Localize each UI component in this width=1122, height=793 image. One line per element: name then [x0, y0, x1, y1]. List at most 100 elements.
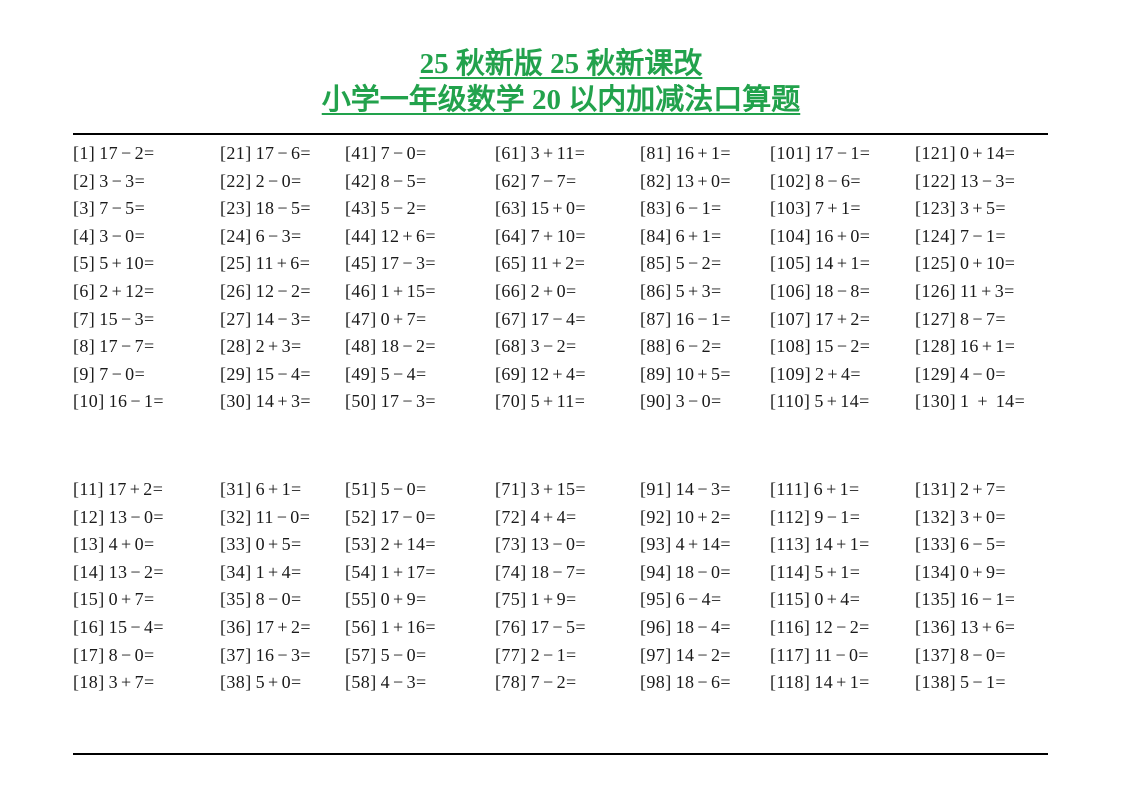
problem-132: [132] 3 +0=	[915, 504, 1048, 532]
minus-operator: −	[981, 589, 993, 610]
problem-101: [101] 17−1=	[770, 140, 915, 168]
problem-number: [94]	[640, 561, 672, 582]
problem-number: [56]	[345, 616, 377, 637]
problem-24: [24] 6−3=	[220, 223, 345, 251]
plus-operator: +	[826, 478, 837, 499]
problem-number: [54]	[345, 561, 377, 582]
problem-123: [123] 3 +5=	[915, 195, 1048, 223]
problem-22: [22] 2−0=	[220, 168, 345, 196]
problem-expression: 18−5=	[255, 198, 311, 219]
minus-operator: −	[121, 336, 132, 357]
plus-operator: +	[121, 534, 132, 555]
minus-operator: −	[393, 478, 404, 499]
problem-number: [131]	[915, 478, 956, 499]
minus-operator: −	[402, 336, 413, 357]
problem-number: [29]	[220, 363, 252, 384]
problem-33: [33] 0 +5=	[220, 531, 345, 559]
problem-expression: 18−6=	[675, 672, 731, 693]
problem-expression: 17−4=	[530, 308, 586, 329]
problem-42: [42] 8−5=	[345, 168, 495, 196]
minus-operator: −	[827, 170, 838, 191]
minus-operator: −	[835, 644, 847, 665]
problem-expression: 8−0=	[108, 644, 155, 665]
problem-number: [26]	[220, 280, 252, 301]
problem-number: [132]	[915, 506, 956, 527]
problem-section-top: [1] 17−2= [2] 3−3= [3] 7−5= [4] 3−0= [5] 5 +10= [6]…	[73, 140, 1048, 416]
problem-133: [133] 6−5=	[915, 531, 1048, 559]
problem-expression: 8−0=	[255, 589, 302, 610]
problem-number: [89]	[640, 363, 672, 384]
problem-number: [68]	[495, 336, 527, 357]
plus-operator: +	[826, 561, 838, 582]
minus-operator: −	[130, 391, 141, 412]
problem-74: [74] 18−7=	[495, 559, 640, 587]
plus-operator: +	[393, 561, 404, 582]
problem-55: [55] 0 +9=	[345, 586, 495, 614]
problem-column-5: [81] 16 +1= [82] 13 +0= [83] 6−1= [84] 6 +1= [85] 5−…	[640, 140, 770, 416]
plus-operator: +	[543, 478, 554, 499]
problem-expression: 3 +11=	[530, 143, 586, 163]
problem-61: [61] 3 +11=	[495, 140, 640, 168]
problem-number: [137]	[915, 644, 956, 665]
problem-32: [32] 11−0=	[220, 504, 345, 532]
problem-75: [75] 1 +9=	[495, 586, 640, 614]
problem-expression: 1 +15=	[380, 280, 436, 301]
problem-number: [37]	[220, 644, 252, 665]
minus-operator: −	[543, 644, 554, 665]
problem-expression: 5 +1=	[814, 561, 861, 582]
minus-operator: −	[552, 308, 563, 329]
plus-operator: +	[121, 672, 132, 693]
problem-expression: 16 +0=	[815, 225, 871, 246]
problem-expression: 14−3=	[255, 308, 311, 329]
problem-expression: 14 +1=	[814, 534, 870, 555]
worksheet: [1] 17−2= [2] 3−3= [3] 7−5= [4] 3−0= [5] 5 +10= [6]…	[73, 133, 1048, 755]
plus-operator: +	[552, 363, 563, 384]
problem-112: [112] 9−1=	[770, 504, 915, 532]
problem-number: [11]	[73, 478, 104, 499]
plus-operator: +	[836, 534, 847, 555]
plus-operator: +	[972, 198, 983, 219]
problem-number: [122]	[915, 170, 956, 191]
problem-expression: 7−5=	[99, 198, 146, 219]
minus-operator: −	[277, 363, 288, 384]
problem-98: [98] 18−6=	[640, 669, 770, 697]
problem-54: [54] 1 +17=	[345, 559, 495, 587]
problem-expression: 14 +3=	[255, 391, 311, 412]
problem-expression: 4−3=	[380, 672, 427, 693]
problem-column-4: [61] 3 +11= [62] 7−7= [63] 15 +0= [64] 7 +10= [65] 1…	[495, 140, 640, 416]
minus-operator: −	[111, 363, 123, 384]
problem-137: [137] 8−0=	[915, 642, 1048, 670]
problem-expression: 2 +7=	[960, 478, 1006, 499]
problem-number: [90]	[640, 391, 672, 412]
minus-operator: −	[697, 672, 708, 693]
problem-121: [121] 0 +14=	[915, 140, 1048, 168]
minus-operator: −	[130, 616, 141, 637]
problem-52: [52] 17−0=	[345, 504, 495, 532]
problem-122: [122] 13−3=	[915, 168, 1048, 196]
problem-number: [109]	[770, 363, 811, 384]
problem-34: [34] 1 +4=	[220, 559, 345, 587]
problem-8: [8] 17−7=	[73, 333, 220, 361]
problem-number: [123]	[915, 198, 956, 219]
problem-expression: 13−0=	[108, 506, 164, 527]
problem-number: [14]	[73, 561, 105, 582]
problem-number: [129]	[915, 363, 956, 384]
minus-operator: −	[121, 308, 132, 329]
problem-number: [47]	[345, 308, 377, 329]
problem-number: [21]	[220, 143, 252, 163]
problem-expression: 17−5=	[530, 616, 586, 637]
problem-18: [18] 3 +7=	[73, 669, 220, 697]
problem-number: [33]	[220, 534, 252, 555]
minus-operator: −	[543, 336, 554, 357]
problem-expression: 17−6=	[255, 143, 311, 163]
minus-operator: −	[393, 644, 404, 665]
problem-expression: 18−2=	[380, 336, 436, 357]
problem-25: [25] 11 +6=	[220, 250, 345, 278]
problem-number: [117]	[770, 644, 811, 665]
problem-110: [110] 5 +14=	[770, 388, 915, 416]
problem-number: [49]	[345, 363, 377, 384]
problem-82: [82] 13 +0=	[640, 168, 770, 196]
problem-15: [15] 0 +7=	[73, 586, 220, 614]
problem-35: [35] 8−0=	[220, 586, 345, 614]
problem-expression: 3−0=	[99, 225, 146, 246]
